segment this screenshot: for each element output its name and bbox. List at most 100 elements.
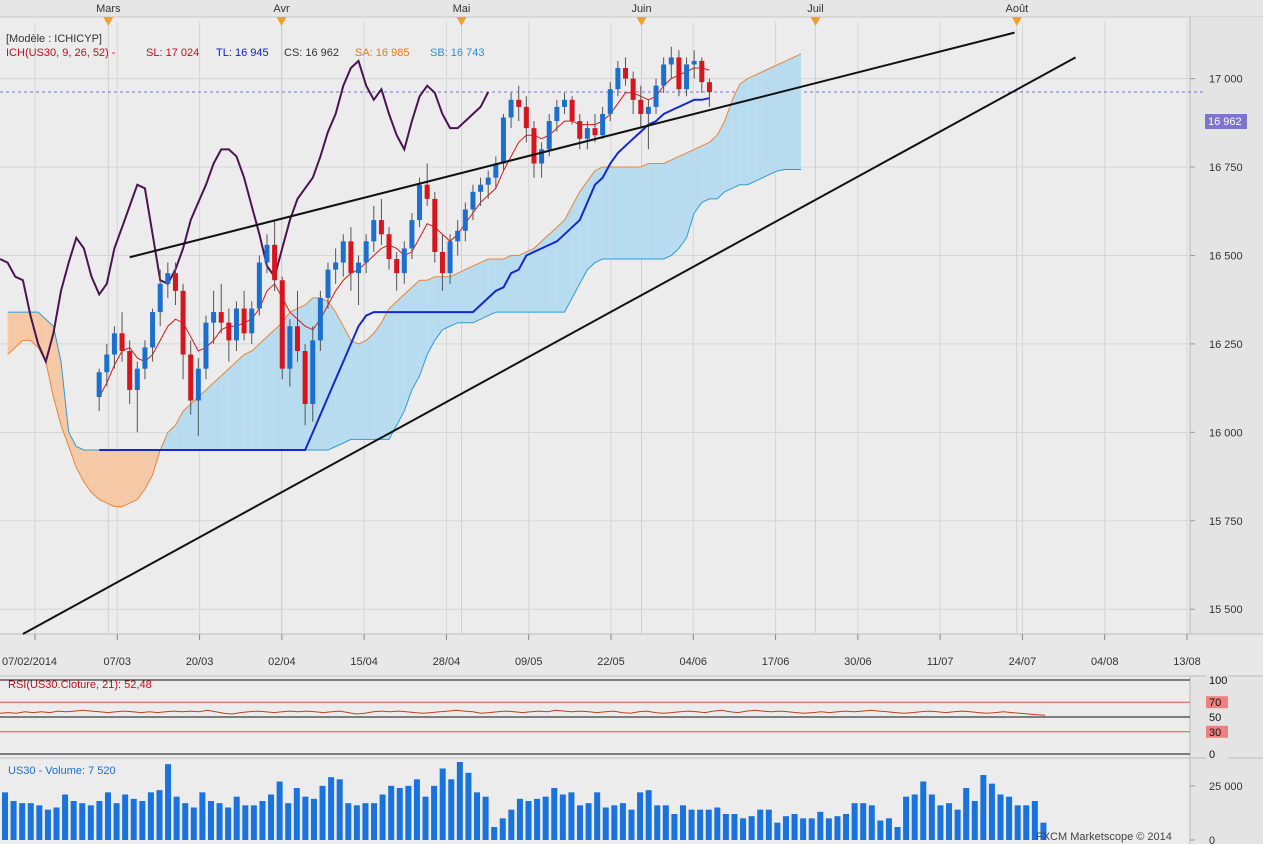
candle-up bbox=[256, 262, 262, 309]
cloud-segment bbox=[129, 450, 138, 504]
price-tick-label: 16 750 bbox=[1209, 162, 1243, 174]
volume-bar bbox=[130, 798, 137, 840]
legend-tl: TL: 16 945 bbox=[216, 47, 269, 59]
candle-up bbox=[554, 106, 560, 122]
volume-bar bbox=[53, 807, 60, 840]
cloud-segment bbox=[579, 181, 588, 284]
volume-bar bbox=[190, 807, 197, 840]
last-price-tag bbox=[1205, 114, 1247, 129]
candle-up bbox=[401, 248, 407, 274]
volume-bar bbox=[868, 805, 875, 840]
cloud-segment bbox=[7, 312, 16, 355]
date-tick-label: 07/03 bbox=[104, 656, 132, 668]
volume-bar bbox=[44, 809, 51, 840]
volume-bar bbox=[396, 788, 403, 840]
candle-up bbox=[561, 99, 567, 107]
volume-bar bbox=[474, 792, 481, 840]
candle-up bbox=[333, 262, 339, 270]
candle-up bbox=[142, 347, 148, 369]
volume-bar bbox=[594, 792, 601, 840]
month-label: Juil bbox=[807, 3, 824, 15]
cloud-segment bbox=[83, 450, 92, 493]
cloud-segment bbox=[22, 312, 31, 341]
candle-up bbox=[600, 113, 606, 136]
volume-bar bbox=[285, 803, 292, 840]
price-tick-label: 16 000 bbox=[1209, 427, 1243, 439]
volume-bar bbox=[147, 792, 154, 840]
cloud-segment bbox=[358, 340, 367, 440]
candle-down bbox=[272, 244, 278, 281]
legend-sl: SL: 17 024 bbox=[146, 47, 199, 59]
rsi-level-label: 100 bbox=[1209, 675, 1227, 687]
date-axis-strip bbox=[0, 634, 1263, 676]
volume-bar bbox=[336, 779, 343, 840]
cloud-segment bbox=[503, 255, 512, 313]
candle-up bbox=[455, 230, 461, 242]
trendlines bbox=[22, 31, 1077, 635]
volume-bar bbox=[465, 772, 472, 840]
candle-up bbox=[150, 312, 156, 348]
volume-bar bbox=[62, 794, 69, 840]
volume-bar bbox=[980, 775, 987, 840]
chikou-span-line bbox=[0, 59, 490, 365]
candle-down bbox=[127, 350, 133, 390]
volume-bar bbox=[362, 803, 369, 840]
candle-down bbox=[386, 234, 392, 260]
cloud-segment bbox=[755, 71, 763, 182]
candle-down bbox=[180, 290, 186, 355]
candle-up bbox=[478, 184, 484, 192]
cloud-segment bbox=[53, 326, 62, 426]
candle-up bbox=[584, 128, 590, 139]
cloud-segment bbox=[236, 354, 245, 451]
legend-cs: CS: 16 962 bbox=[284, 47, 339, 59]
candle-down bbox=[348, 241, 354, 274]
cloud-segment bbox=[221, 368, 229, 451]
volume-bar bbox=[491, 827, 498, 840]
cloud-segment bbox=[686, 149, 695, 238]
volume-bar bbox=[800, 818, 807, 840]
volume-bar bbox=[782, 816, 789, 840]
candle-up bbox=[661, 64, 667, 86]
candle-down bbox=[424, 184, 430, 199]
volume-bar bbox=[611, 805, 618, 840]
cloud-segment bbox=[770, 64, 779, 175]
candle-down bbox=[531, 128, 537, 164]
candle-up bbox=[417, 184, 423, 221]
cloud-segment bbox=[526, 248, 534, 313]
cloud-segment bbox=[465, 266, 473, 323]
cloud-segment bbox=[724, 99, 733, 192]
candle-up bbox=[325, 269, 331, 298]
volume-bar bbox=[885, 818, 892, 840]
volume-bar bbox=[654, 805, 661, 840]
volume-bar bbox=[662, 805, 669, 840]
volume-bar bbox=[516, 798, 523, 840]
volume-bar bbox=[456, 762, 463, 840]
volume-bar bbox=[748, 816, 755, 840]
senkou-span-a-line bbox=[7, 53, 802, 508]
cloud-segment bbox=[564, 205, 573, 313]
volume-bar bbox=[894, 827, 901, 840]
month-label: Mai bbox=[453, 3, 471, 15]
candle-up bbox=[111, 333, 117, 355]
cloud-segment bbox=[228, 361, 237, 451]
volume-bar bbox=[216, 803, 223, 840]
volume-bar bbox=[1014, 805, 1021, 840]
volume-bar bbox=[645, 790, 652, 840]
volume-bar bbox=[422, 796, 429, 840]
candle-up bbox=[96, 372, 102, 397]
cloud-segment bbox=[633, 167, 641, 260]
legend-model: [Modèle : ICHICYP] bbox=[6, 33, 102, 45]
candle-up bbox=[645, 106, 651, 114]
cloud-segment bbox=[480, 259, 489, 320]
candle-up bbox=[371, 220, 377, 242]
volume-bar bbox=[877, 820, 884, 840]
cloud-segment bbox=[396, 294, 405, 426]
candle-down bbox=[394, 259, 400, 274]
volume-bar bbox=[1031, 801, 1038, 840]
volume-bar bbox=[2, 792, 9, 840]
candle-down bbox=[279, 280, 285, 369]
cloud-segment bbox=[747, 75, 756, 185]
price-tick-label: 17 000 bbox=[1209, 74, 1243, 86]
volume-bar bbox=[499, 818, 506, 840]
volume-bar bbox=[482, 796, 489, 840]
